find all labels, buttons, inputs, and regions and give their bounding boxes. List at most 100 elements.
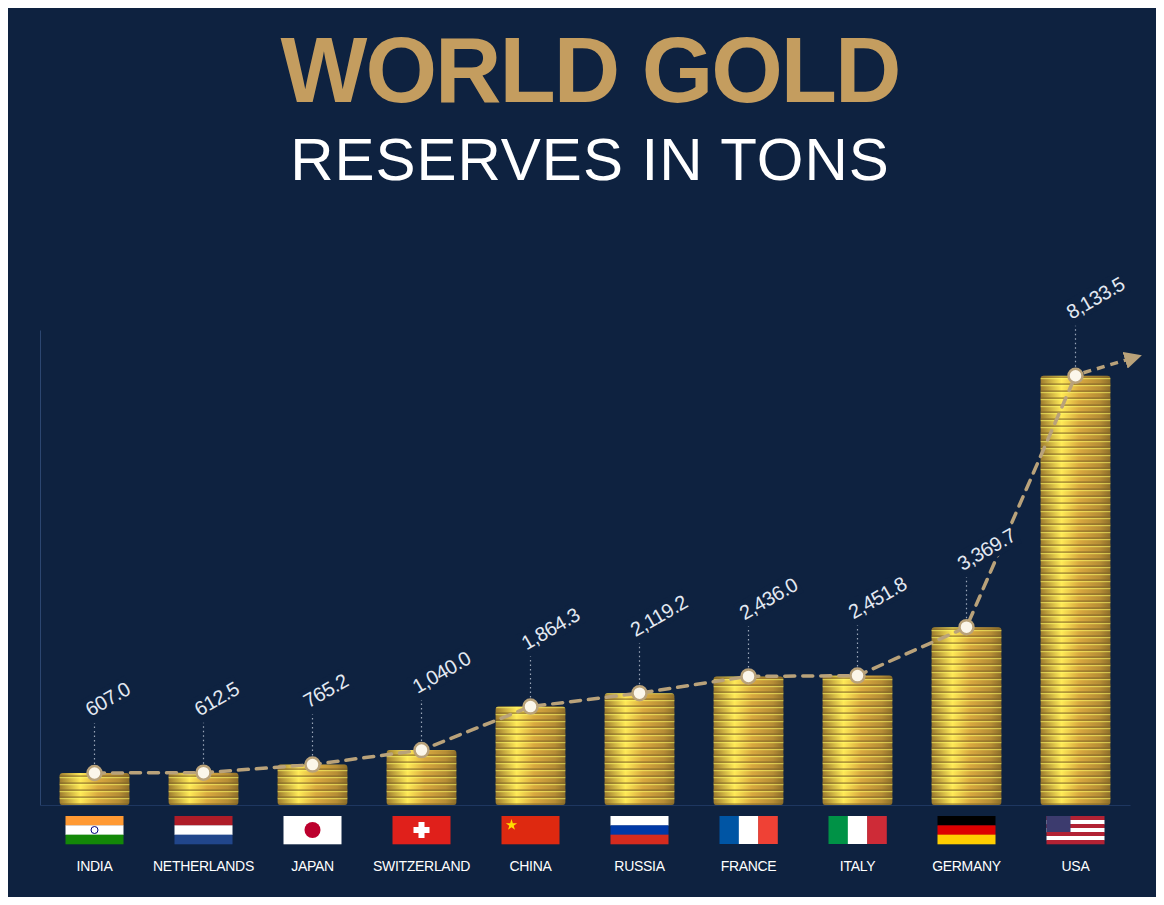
x-tick: JAPAN — [291, 858, 334, 874]
flag-part — [175, 835, 233, 845]
category-label: USA — [1062, 858, 1091, 874]
label-patch — [624, 589, 693, 643]
flag — [502, 816, 560, 844]
trend-arrow — [1084, 358, 1134, 373]
coin-edges — [1041, 376, 1111, 805]
flag-part — [91, 827, 98, 834]
point-marker — [742, 669, 756, 683]
category-label: GERMANY — [932, 858, 1002, 874]
category-label: RUSSIA — [614, 858, 665, 874]
label-patch — [1060, 270, 1131, 325]
category-label: CHINA — [509, 858, 552, 874]
flag-part — [720, 816, 740, 844]
category-label: SWITZERLAND — [373, 858, 470, 874]
label-leader — [94, 723, 95, 764]
label-leader — [639, 643, 640, 684]
point-marker — [633, 686, 647, 700]
point-marker — [851, 669, 865, 683]
flag-part — [938, 825, 996, 835]
value-label: 1,040.0 — [409, 647, 475, 698]
value-label: 3,369.7 — [954, 524, 1020, 575]
value-label-group: 2,451.8 — [842, 570, 913, 625]
chart-subtitle: RESERVES IN TONS — [290, 126, 890, 193]
value-label-group: 765.2 — [297, 667, 354, 714]
value-label-group: 612.5 — [188, 675, 245, 722]
label-leader — [1075, 326, 1076, 367]
flag-part — [66, 816, 124, 826]
chart-background — [8, 8, 1156, 897]
label-patch — [515, 601, 586, 656]
x-tick: CHINA — [509, 858, 552, 874]
flag-part — [611, 825, 669, 835]
flag-part — [938, 835, 996, 845]
x-tick: FRANCE — [721, 858, 777, 874]
data-labels: 607.0 612.5 765.2 1,040.0 1,864.3 2,119.2 2,43… — [79, 270, 1131, 763]
coin-stack — [714, 676, 784, 805]
category-label: FRANCE — [721, 858, 777, 874]
flag-part — [829, 816, 849, 844]
label-leader — [966, 577, 967, 618]
point-marker — [524, 700, 538, 714]
label-leader — [857, 626, 858, 667]
label-patch — [406, 645, 477, 700]
coin-edges — [932, 627, 1002, 805]
flag — [611, 816, 669, 844]
category-label: ITALY — [840, 858, 876, 874]
markers — [88, 369, 1083, 780]
flag-part — [175, 816, 233, 826]
category-label: INDIA — [77, 858, 114, 874]
page-frame — [0, 0, 1164, 905]
label-patch — [188, 675, 245, 722]
point-marker — [88, 766, 102, 780]
flag-part — [867, 816, 887, 844]
value-label-group: 1,864.3 — [515, 601, 586, 656]
flag — [1047, 816, 1105, 844]
coin-stack — [1041, 376, 1111, 805]
flag-part — [66, 825, 124, 835]
x-tick: SWITZERLAND — [373, 858, 470, 874]
coin-stack — [823, 676, 893, 805]
coin-edges — [496, 707, 566, 805]
label-leader — [530, 657, 531, 698]
label-patch — [842, 570, 913, 625]
value-label: 607.0 — [82, 677, 135, 720]
value-label: 2,436.0 — [736, 573, 802, 624]
flag-part — [611, 835, 669, 845]
x-tick: NETHERLANDS — [153, 858, 254, 874]
point-marker — [1069, 369, 1083, 383]
trend-line — [95, 376, 1076, 773]
flag-part — [611, 816, 669, 826]
coin-stack — [605, 693, 675, 805]
value-label: 8,133.5 — [1063, 272, 1129, 323]
flag-part — [1047, 836, 1105, 840]
flag-part — [739, 816, 759, 844]
x-tick: GERMANY — [932, 858, 1002, 874]
value-label-group: 2,119.2 — [624, 589, 693, 643]
x-tick: INDIA — [77, 858, 114, 874]
label-leader — [421, 700, 422, 741]
value-label-group: 607.0 — [79, 676, 136, 723]
point-marker — [415, 743, 429, 757]
value-label-group: 8,133.5 — [1060, 270, 1131, 325]
flag-part — [305, 822, 321, 838]
label-leader — [312, 715, 313, 756]
label-patch — [951, 522, 1022, 577]
flag-part — [393, 816, 451, 844]
value-label-group: 3,369.7 — [951, 522, 1022, 577]
x-tick: ITALY — [840, 858, 876, 874]
coin-edges — [714, 676, 784, 805]
coin-stack — [932, 627, 1002, 805]
flag — [284, 816, 342, 844]
x-tick: USA — [1062, 858, 1091, 874]
y-axis — [40, 331, 41, 806]
flag-part — [66, 835, 124, 845]
point-marker — [960, 620, 974, 634]
category-label: JAPAN — [291, 858, 334, 874]
category-label: NETHERLANDS — [153, 858, 254, 874]
flag-part — [175, 825, 233, 835]
bars — [60, 376, 1111, 805]
chart-root: WORLD GOLDRESERVES IN TONSINDIANETHERLAN… — [0, 0, 1164, 905]
label-patch — [79, 676, 136, 723]
flag-part — [1047, 840, 1105, 844]
value-label: 2,451.8 — [845, 572, 911, 623]
